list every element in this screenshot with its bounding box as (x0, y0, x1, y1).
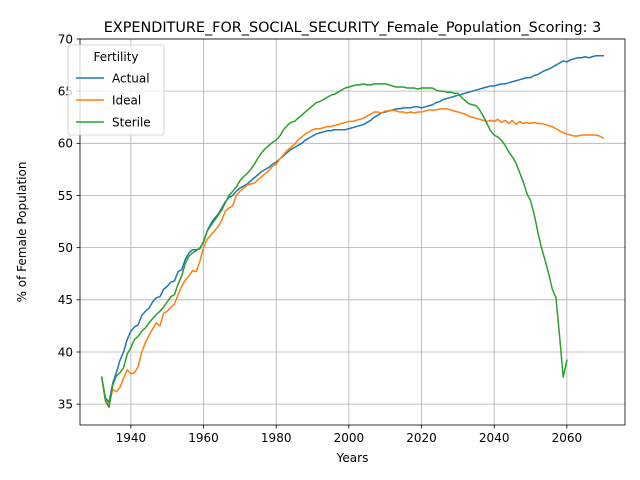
legend-label-actual: Actual (112, 71, 150, 85)
x-tick-label: 2040 (479, 431, 510, 445)
legend: Fertility Actual Ideal Sterile (67, 44, 165, 136)
legend-label-sterile: Sterile (112, 115, 151, 129)
y-tick-label: 70 (58, 32, 73, 46)
series-lines (100, 54, 605, 409)
series-line-actual (100, 54, 604, 403)
series-line-sterile (100, 83, 568, 409)
x-tick-label: 1960 (188, 431, 219, 445)
grid (80, 38, 625, 425)
chart-title: EXPENDITURE_FOR_SOCIAL_SECURITY_Female_P… (104, 20, 602, 36)
plot-frame (79, 38, 626, 426)
y-tick-label: 55 (58, 189, 73, 203)
axis-ticks: 1940 1960 1980 2000 2020 2040 2060 35 40 45 50 55 60… (58, 32, 582, 445)
y-tick-label: 40 (58, 345, 73, 359)
x-tick-label: 2060 (552, 431, 583, 445)
x-tick-label: 2020 (406, 431, 437, 445)
series-line-ideal (100, 108, 605, 405)
y-tick-label: 60 (58, 137, 73, 151)
y-axis-title: % of Female Population (15, 162, 29, 303)
legend-box (67, 44, 165, 136)
x-axis-title: Years (336, 451, 369, 465)
legend-items: Actual Ideal Sterile (76, 71, 151, 129)
x-tick-label: 2000 (334, 431, 365, 445)
y-tick-label: 45 (58, 293, 73, 307)
y-tick-label: 50 (58, 241, 73, 255)
legend-label-ideal: Ideal (112, 93, 141, 107)
x-tick-label: 1940 (116, 431, 147, 445)
legend-title: Fertility (93, 50, 138, 64)
y-tick-label: 35 (58, 397, 73, 411)
x-tick-label: 1980 (261, 431, 292, 445)
